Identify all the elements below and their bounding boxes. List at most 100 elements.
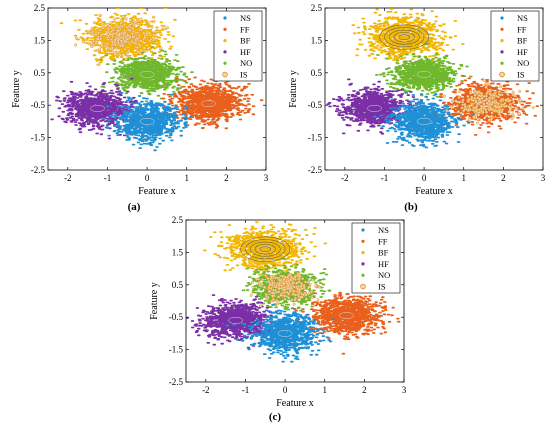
is-marker	[152, 37, 156, 41]
legend-entry-no: NO	[361, 270, 390, 280]
is-marker	[314, 284, 318, 288]
is-marker	[302, 283, 306, 287]
is-marker	[445, 109, 449, 113]
is-marker	[292, 302, 296, 306]
is-marker	[277, 295, 281, 299]
x-tick-label: 3	[264, 173, 269, 183]
x-tick-label: -1	[242, 385, 250, 395]
is-marker	[113, 17, 117, 21]
x-axis-b: -2 -1 0 1 2 3	[341, 8, 546, 183]
is-marker	[266, 277, 270, 281]
is-marker	[478, 97, 482, 101]
points-ns-c	[225, 303, 335, 363]
is-marker	[497, 112, 501, 116]
is-marker	[264, 274, 268, 278]
y-tick-label: -2.5	[308, 165, 323, 175]
is-marker	[159, 46, 163, 50]
is-marker	[110, 40, 114, 44]
is-marker	[473, 93, 477, 97]
is-marker	[135, 46, 139, 50]
points-ff-c	[285, 291, 401, 355]
is-marker	[497, 108, 501, 112]
is-marker	[272, 288, 276, 292]
is-marker	[288, 288, 292, 292]
is-marker	[250, 280, 254, 284]
contours-a	[90, 33, 216, 125]
is-marker	[455, 104, 459, 108]
is-marker	[485, 114, 489, 118]
legend-marker	[360, 283, 366, 290]
is-marker	[476, 117, 480, 121]
legend-label: NS	[378, 225, 389, 235]
is-marker	[504, 98, 508, 102]
is-marker	[488, 92, 492, 96]
legend-label: HF	[240, 47, 251, 57]
x-axis-c: -2 -1 0 1 2 3	[202, 220, 407, 395]
is-marker	[135, 18, 139, 22]
contour-ring	[388, 29, 420, 45]
y-axis-b: -2.5 -1.5 -0.5 0.5 1.5 2.5	[308, 3, 543, 175]
is-marker	[485, 110, 489, 114]
is-marker	[485, 91, 489, 95]
is-marker	[113, 41, 117, 45]
center-ring	[416, 70, 432, 78]
is-marker	[86, 29, 90, 33]
series-ns-c	[225, 303, 335, 363]
is-marker	[139, 39, 143, 43]
series-is-c	[249, 271, 322, 308]
is-marker	[123, 47, 127, 51]
is-marker	[119, 19, 123, 23]
is-marker	[484, 85, 488, 89]
x-tick-label: 0	[422, 173, 427, 183]
is-marker	[267, 280, 271, 284]
is-marker	[518, 98, 522, 102]
y-tick-label: 0.5	[311, 68, 323, 78]
is-marker	[276, 300, 280, 304]
is-marker	[90, 45, 94, 49]
is-marker	[111, 28, 115, 32]
y-tick-label: -2.5	[31, 165, 46, 175]
is-marker	[303, 291, 307, 295]
is-marker	[139, 48, 143, 52]
contour-ring	[259, 246, 272, 253]
is-marker	[148, 33, 152, 37]
contour-ring	[245, 239, 286, 260]
y-axis-label-c: Feature y	[149, 282, 160, 320]
y-tick-label: -0.5	[308, 100, 323, 110]
is-marker	[279, 293, 283, 297]
is-marker	[114, 31, 118, 35]
is-marker	[255, 277, 259, 281]
is-marker	[91, 40, 95, 44]
is-marker	[491, 96, 495, 100]
is-marker	[263, 285, 267, 289]
is-marker	[124, 17, 128, 21]
legend-marker	[223, 16, 227, 20]
legend-entry-hf: HF	[361, 259, 389, 269]
is-marker	[114, 22, 118, 26]
is-marker	[470, 97, 474, 101]
is-marker	[140, 28, 144, 32]
y-tick-label: 2.5	[311, 3, 323, 13]
is-marker	[137, 42, 141, 46]
is-marker	[130, 40, 134, 44]
is-marker	[283, 297, 287, 301]
legend-label: IS	[240, 70, 248, 80]
is-marker	[469, 103, 473, 107]
is-marker	[121, 36, 125, 40]
is-marker	[139, 17, 143, 21]
y-tick-label: 1.5	[172, 247, 184, 257]
is-marker	[93, 33, 97, 37]
is-marker	[272, 297, 276, 301]
is-marker	[310, 278, 314, 282]
is-marker	[488, 82, 492, 86]
center-ring	[396, 33, 412, 41]
legend-label: BF	[378, 248, 389, 258]
is-marker	[500, 97, 504, 101]
is-marker	[128, 23, 132, 27]
is-marker	[100, 33, 104, 37]
is-marker	[495, 105, 499, 109]
is-marker	[128, 55, 132, 59]
legend-entry-ns: NS	[500, 13, 528, 23]
is-marker	[145, 32, 149, 36]
